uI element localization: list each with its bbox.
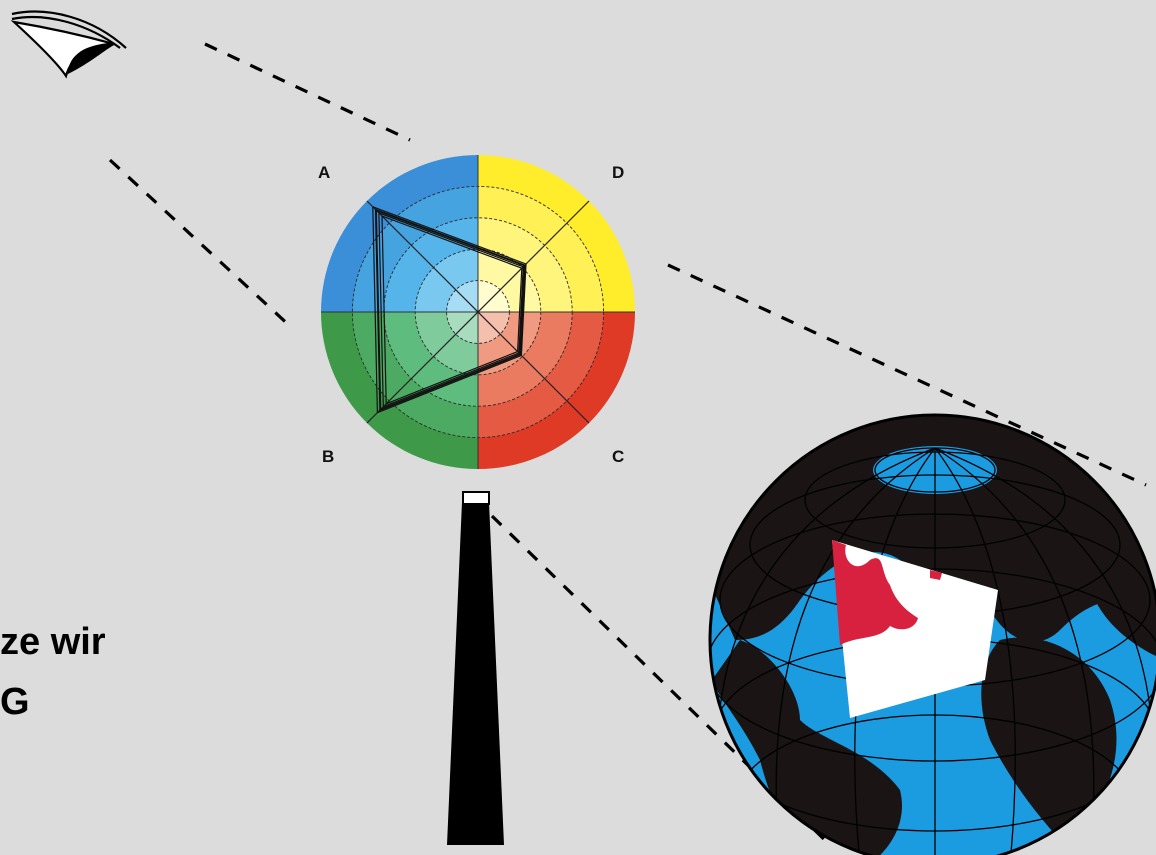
sight-line-right-lower — [490, 514, 832, 847]
globe-land — [710, 415, 1156, 855]
caption-text: ze wir G — [0, 612, 106, 732]
quadrant-label-d: D — [612, 163, 624, 182]
sight-lines — [108, 42, 1147, 847]
globe-illustration — [708, 413, 1156, 855]
radar-shape — [381, 215, 523, 405]
caption-line-2: G — [0, 681, 30, 723]
radar-axis — [366, 200, 590, 424]
quadrant-label-a: A — [318, 163, 330, 182]
map-highlight-region — [832, 540, 918, 645]
radar-shape — [372, 205, 527, 414]
caption-line-1: ze wir — [0, 621, 106, 663]
quadrant-label-c: C — [612, 447, 624, 466]
magnifier-handle — [447, 491, 504, 845]
eye-icon — [10, 10, 127, 79]
quadrant-label-b: B — [322, 447, 334, 466]
sight-line-right-upper — [667, 263, 1147, 487]
radar-disc — [321, 155, 635, 469]
sight-line-upper — [204, 42, 411, 142]
radar-shape — [378, 212, 524, 408]
radar-shape — [374, 208, 526, 412]
sight-line-lower — [108, 158, 294, 330]
